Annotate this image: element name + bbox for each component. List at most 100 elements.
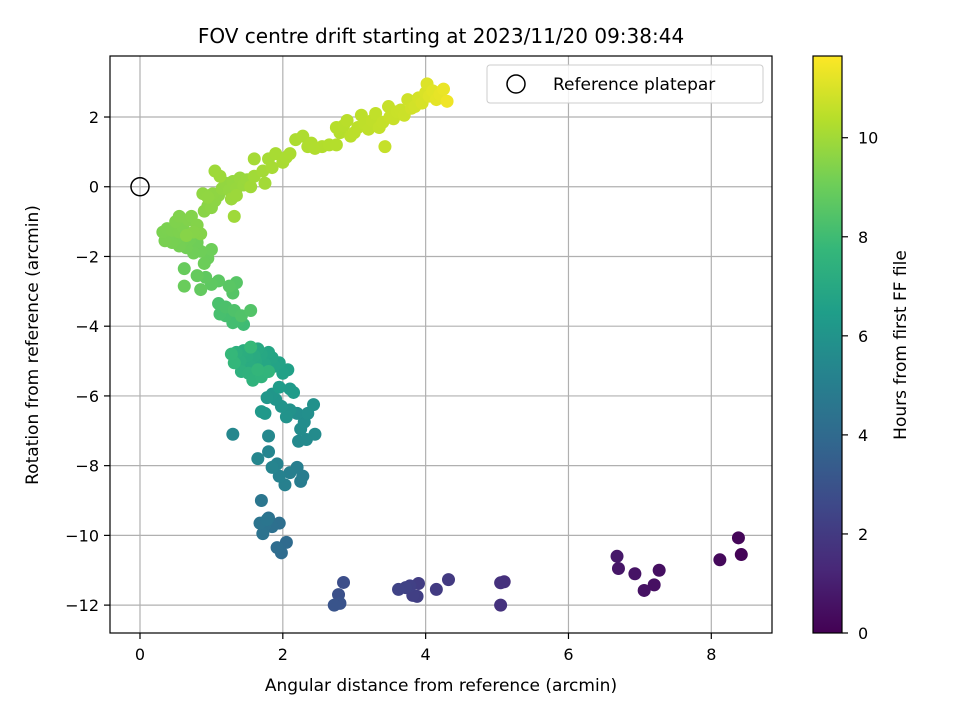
data-point: [254, 494, 268, 508]
legend-box: [486, 64, 764, 104]
data-point: [265, 161, 279, 175]
data-point: [269, 147, 283, 161]
data-point: [262, 365, 276, 379]
data-point: [244, 180, 258, 194]
data-point: [713, 553, 727, 567]
data-point: [307, 398, 321, 412]
data-point: [647, 578, 661, 592]
data-point: [227, 209, 241, 223]
data-point: [308, 427, 322, 441]
grid: [110, 56, 772, 633]
x-tick-label: 4: [421, 645, 431, 664]
data-point: [258, 176, 272, 190]
data-point: [283, 147, 297, 161]
y-tick-label: 2: [89, 108, 99, 127]
y-tick-label: −10: [65, 526, 99, 545]
data-point: [441, 573, 455, 587]
data-point: [244, 340, 258, 354]
data-point: [244, 304, 258, 318]
data-point: [369, 107, 383, 121]
data-point: [260, 391, 274, 405]
data-point: [179, 229, 193, 243]
data-point: [494, 598, 508, 612]
data-point: [194, 283, 208, 297]
data-point: [652, 563, 666, 577]
data-point: [637, 583, 651, 597]
data-point: [611, 562, 625, 576]
data-point: [327, 598, 341, 612]
data-point: [256, 527, 270, 541]
y-tick-label: −4: [75, 317, 99, 336]
x-tick-label: 0: [135, 645, 145, 664]
colorbar-tick-label: 6: [858, 327, 868, 346]
y-tick-label: −12: [65, 596, 99, 615]
data-point: [204, 242, 218, 256]
data-point: [628, 567, 642, 581]
data-point: [251, 363, 265, 377]
legend-open-circle-icon: [506, 74, 526, 94]
data-point: [262, 429, 276, 443]
data-point: [429, 582, 443, 596]
data-point: [224, 347, 238, 361]
data-point: [247, 152, 261, 166]
data-point: [329, 138, 343, 152]
colorbar-tick-label: 4: [858, 426, 868, 445]
data-point: [208, 164, 222, 178]
colorbar-tick-label: 0: [858, 624, 868, 643]
data-point: [610, 549, 624, 563]
data-point: [731, 531, 745, 545]
colorbar: [812, 55, 843, 634]
x-tick-label: 8: [706, 645, 716, 664]
data-point: [440, 94, 454, 108]
data-point: [226, 427, 240, 441]
data-point: [229, 188, 243, 202]
legend-label: Reference platepar: [553, 75, 715, 95]
y-tick-label: 0: [89, 178, 99, 197]
data-point: [340, 113, 354, 127]
chart-title: FOV centre drift starting at 2023/11/20 …: [198, 24, 684, 48]
x-tick-label: 2: [278, 645, 288, 664]
data-point: [201, 190, 215, 204]
data-point: [197, 256, 211, 270]
y-axis-ticks: 2 0 −2 −4 −6 −8 −10 −12: [65, 108, 110, 615]
y-tick-label: −6: [75, 387, 99, 406]
data-point: [287, 385, 301, 399]
data-point: [260, 513, 274, 527]
data-point: [262, 445, 276, 459]
data-point: [436, 82, 450, 96]
data-point: [337, 575, 351, 589]
x-tick-label: 6: [563, 645, 573, 664]
data-point: [283, 466, 297, 480]
data-point: [270, 541, 284, 555]
data-point: [177, 262, 191, 276]
data-point: [272, 469, 286, 483]
y-tick-label: −8: [75, 457, 99, 476]
x-axis-label: Angular distance from reference (arcmin): [265, 676, 617, 696]
y-axis-label: Rotation from reference (arcmin): [23, 205, 43, 485]
y-tick-label: −2: [75, 247, 99, 266]
data-point: [254, 405, 268, 419]
data-point: [222, 279, 236, 293]
colorbar-tick-label: 8: [858, 228, 868, 247]
data-point: [265, 460, 279, 474]
legend: Reference platepar: [486, 64, 764, 104]
reference-platepar-marker: [130, 176, 150, 197]
data-point: [251, 452, 265, 466]
data-point: [734, 548, 748, 562]
colorbar-tick-label: 10: [858, 129, 878, 148]
data-point: [190, 269, 204, 283]
data-points: [156, 77, 748, 612]
plot-frame: [109, 55, 773, 634]
colorbar-ticks: 0 2 4 6 8 10: [842, 129, 878, 643]
x-axis-ticks: 0 2 4 6 8: [135, 633, 716, 664]
data-point: [279, 410, 293, 424]
data-point: [378, 140, 392, 154]
data-point: [272, 380, 286, 394]
colorbar-tick-label: 2: [858, 525, 868, 544]
colorbar-label: Hours from first FF file: [891, 250, 911, 440]
data-point: [392, 582, 406, 596]
data-point: [177, 279, 191, 293]
data-point: [494, 576, 508, 590]
